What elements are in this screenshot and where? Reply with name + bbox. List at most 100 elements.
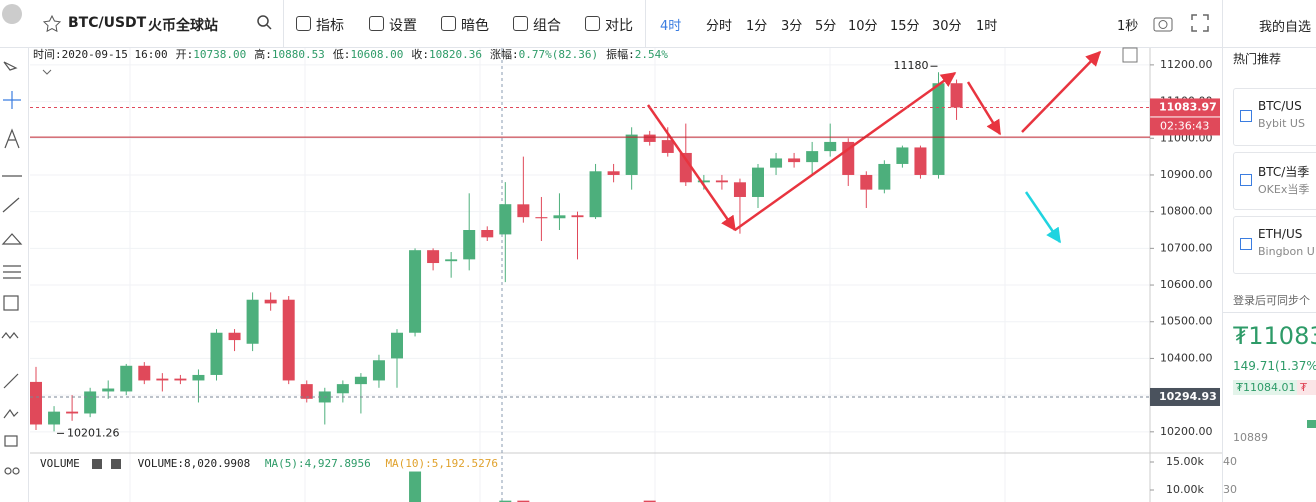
trend-line <box>646 104 737 232</box>
watch-card[interactable]: BTC/当季 OKEx当季 <box>1233 152 1316 210</box>
tab[interactable]: 我的自选 <box>1259 20 1312 35</box>
interval[interactable]: 4时 <box>660 19 682 34</box>
separator <box>283 0 284 47</box>
candle-body <box>463 230 476 260</box>
candle-body <box>246 299 259 344</box>
v-tick-label: 10.00k <box>1166 483 1204 496</box>
candle-body <box>571 215 584 218</box>
info-label: 振幅: <box>606 48 635 61</box>
interval[interactable]: 3分 <box>781 19 803 34</box>
price: ₮11083 <box>1233 322 1316 350</box>
interval[interactable]: 10分 <box>848 19 878 34</box>
trend-line <box>734 71 957 232</box>
interval[interactable]: 30分 <box>932 19 962 34</box>
interval[interactable]: 1时 <box>976 19 998 34</box>
search-icon[interactable] <box>256 14 274 32</box>
countdown-box <box>1150 117 1220 136</box>
separator <box>28 48 29 502</box>
candle-body <box>66 411 79 414</box>
candle-body <box>499 204 512 235</box>
toolbar-button[interactable]: 设置 <box>389 18 417 34</box>
button-icon <box>441 16 456 31</box>
card-exchange: Bingbon U <box>1258 245 1315 258</box>
toolbar-button[interactable]: 暗色 <box>461 18 489 34</box>
volume-bar <box>409 471 422 502</box>
candle-body <box>788 158 801 163</box>
info-label: 涨幅: <box>490 48 519 61</box>
close-icon[interactable] <box>111 459 121 469</box>
candle-body <box>535 217 548 219</box>
depth-bar <box>1307 420 1316 428</box>
camera-icon[interactable] <box>1152 13 1174 33</box>
info-value: 10608.00 <box>350 48 404 61</box>
candle-body <box>336 384 349 394</box>
checkbox <box>1240 238 1252 250</box>
interval[interactable]: 分时 <box>706 19 733 34</box>
volume-bar <box>643 500 656 502</box>
collapse-icon[interactable] <box>42 69 52 75</box>
info-value: 0.77%(82.36) <box>518 48 599 61</box>
settings-icon[interactable] <box>92 459 103 469</box>
toolbar-button[interactable]: 对比 <box>605 18 633 34</box>
candle-body <box>427 250 440 264</box>
candle-body <box>102 388 115 392</box>
y-tick-label: 10600.00 <box>1160 278 1213 291</box>
candle-body <box>156 378 169 381</box>
candle-body <box>752 167 764 197</box>
volume-bar <box>499 500 512 502</box>
candle-body <box>733 182 746 197</box>
replay[interactable]: 1秒 <box>1117 19 1139 34</box>
checkbox <box>1240 110 1252 122</box>
toolbar-button[interactable]: 指标 <box>316 18 344 34</box>
ohlc-info: 时间:2020-09-15 16:00 开:10738.00 高:10880.53 低… <box>33 46 676 62</box>
info-label: 高: <box>254 48 272 61</box>
watch-card[interactable]: ETH/US Bingbon U <box>1233 216 1316 274</box>
y-tick-label: 10500.00 <box>1160 315 1213 328</box>
high-label: 11180 <box>894 59 929 72</box>
candle-body <box>625 134 638 175</box>
candle-body <box>553 215 566 219</box>
left-toolbar <box>1 61 23 475</box>
fullscreen-icon[interactable] <box>1190 13 1210 33</box>
candle-body <box>48 411 61 425</box>
interval[interactable]: 15分 <box>890 19 920 34</box>
separator <box>645 0 646 47</box>
button-icon <box>513 16 528 31</box>
watch-card[interactable]: BTC/US Bybit US <box>1233 88 1316 146</box>
logo <box>2 4 22 24</box>
card-symbol: BTC/US <box>1258 99 1302 113</box>
trend-line <box>966 81 1002 136</box>
toolbar-button[interactable]: 组合 <box>533 18 561 34</box>
candle-body <box>300 384 313 399</box>
candle-body <box>589 171 602 218</box>
candle-body <box>517 204 530 218</box>
candle-body <box>878 163 891 190</box>
interval[interactable]: 1分 <box>746 19 768 34</box>
login-hint[interactable]: 登录后可同步个 <box>1233 294 1310 307</box>
candle-body <box>697 180 710 183</box>
y-tick-label: 10400.00 <box>1160 351 1213 364</box>
ma10: MA(10):5,192.5276 <box>385 457 499 470</box>
last-price-label: 11083.97 <box>1159 100 1217 113</box>
button-icon <box>296 16 311 31</box>
info-label: 时间: <box>33 48 62 61</box>
candle-body <box>679 152 692 183</box>
trend-line <box>1021 50 1102 133</box>
symbol[interactable]: BTC/USDT <box>68 15 147 31</box>
expand-icon[interactable] <box>1122 47 1138 63</box>
low-price: 10889 <box>1233 431 1268 444</box>
button-icon <box>585 16 600 31</box>
star-icon[interactable] <box>42 0 62 48</box>
exchange[interactable]: 火币全球站 <box>148 18 218 34</box>
info-value: 2.54% <box>634 48 668 61</box>
candle-body <box>264 299 277 304</box>
volume-bar <box>517 500 530 502</box>
interval[interactable]: 5分 <box>815 19 837 34</box>
candle-body <box>896 147 909 164</box>
info-label: 低: <box>332 48 351 61</box>
y-tick-label: 11200.00 <box>1160 58 1213 71</box>
separator <box>1223 47 1316 48</box>
candle-body <box>30 381 42 425</box>
info-value: 10820.36 <box>429 48 483 61</box>
